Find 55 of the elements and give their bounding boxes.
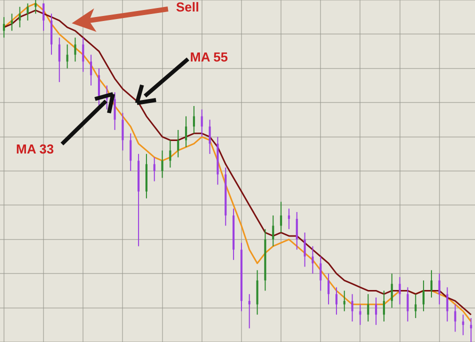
candlestick bbox=[470, 318, 472, 342]
candlestick bbox=[58, 37, 60, 83]
candlestick bbox=[280, 201, 282, 234]
candlestick bbox=[406, 286, 409, 322]
candlestick bbox=[82, 37, 84, 72]
candlestick bbox=[26, 2, 29, 22]
candlestick bbox=[66, 44, 68, 69]
candlestick bbox=[382, 290, 385, 322]
candlestick bbox=[414, 294, 417, 319]
candlestick bbox=[177, 129, 180, 158]
annotation: Sell bbox=[176, 0, 200, 15]
candlestick bbox=[2, 16, 5, 38]
candlestick bbox=[192, 106, 195, 134]
candlestick bbox=[161, 150, 164, 178]
candlestick bbox=[288, 208, 290, 230]
candlestick bbox=[42, 2, 45, 32]
candlestick bbox=[438, 273, 440, 305]
candlestick bbox=[272, 214, 274, 247]
annotation: MA 55 bbox=[190, 50, 228, 65]
candlestick bbox=[208, 119, 211, 154]
annotation: MA 33 bbox=[16, 142, 54, 157]
candlestick bbox=[153, 156, 156, 182]
candlestick bbox=[248, 294, 250, 329]
candlestick bbox=[359, 304, 362, 326]
candlestick bbox=[454, 304, 456, 332]
candlestick bbox=[130, 132, 132, 172]
candlestick bbox=[122, 112, 124, 151]
candlestick bbox=[351, 294, 354, 322]
candlestick bbox=[256, 270, 258, 316]
candlestick bbox=[114, 92, 116, 130]
candlestick bbox=[398, 276, 401, 305]
candlestick bbox=[328, 273, 330, 305]
candlestick bbox=[200, 108, 203, 138]
candlestick bbox=[50, 13, 52, 56]
candlestick bbox=[446, 286, 448, 322]
candlestick bbox=[335, 286, 338, 316]
candlestick bbox=[367, 294, 370, 322]
candlestick bbox=[343, 290, 346, 312]
candlestick bbox=[90, 54, 92, 86]
candlestick bbox=[296, 212, 298, 250]
candlestick bbox=[10, 13, 13, 32]
candlestick bbox=[304, 232, 306, 268]
candlestick bbox=[185, 116, 188, 148]
candlestick bbox=[34, 0, 37, 14]
candlestick bbox=[312, 246, 314, 274]
candlestick bbox=[98, 68, 100, 107]
candlestick bbox=[320, 256, 322, 292]
candlestick bbox=[18, 6, 21, 28]
candlestick bbox=[375, 297, 378, 326]
candlestick bbox=[430, 270, 432, 298]
candlestick bbox=[462, 314, 464, 336]
candlestick bbox=[74, 37, 76, 62]
candlestick bbox=[422, 280, 425, 312]
candlestick bbox=[390, 273, 393, 308]
candlestick bbox=[169, 140, 172, 168]
